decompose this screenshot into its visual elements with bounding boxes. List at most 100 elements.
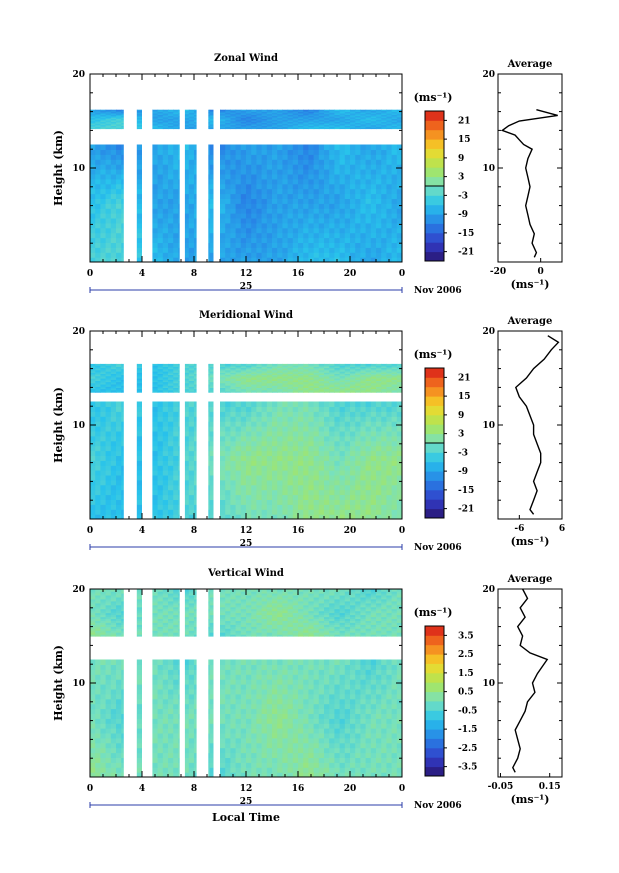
heatmap-cell	[157, 149, 164, 155]
heatmap-cell	[350, 237, 356, 243]
heatmap-cell	[235, 465, 242, 471]
heatmap-cell	[350, 123, 356, 126]
heatmap-cell	[344, 193, 351, 199]
heatmap-cell	[318, 479, 325, 486]
heatmap-cell	[360, 252, 367, 258]
heatmap-cell	[324, 479, 330, 486]
heatmap-cell	[381, 426, 387, 432]
heatmap-cell	[225, 111, 231, 113]
heatmap-cell	[292, 450, 299, 456]
heatmap-cell	[287, 489, 294, 496]
heatmap-cell	[292, 154, 299, 160]
heatmap-cell	[355, 390, 361, 393]
heatmap-cell	[334, 440, 341, 447]
heatmap-cell	[277, 406, 283, 412]
heatmap-cell	[277, 388, 283, 391]
heatmap-cell	[183, 460, 190, 466]
heatmap-cell	[308, 401, 315, 407]
heatmap-cell	[386, 450, 393, 456]
heatmap-cell	[230, 381, 237, 384]
heatmap-cell	[90, 494, 96, 500]
heatmap-cell	[277, 173, 283, 180]
heatmap-cell	[235, 114, 242, 116]
heatmap-cell	[370, 489, 377, 496]
heatmap-cell	[261, 504, 268, 510]
heatmap-cell	[168, 450, 174, 456]
heatmap-cell	[287, 252, 294, 258]
heatmap-cell	[256, 124, 263, 126]
heatmap-cell	[303, 390, 309, 393]
heatmap-cell	[360, 455, 367, 461]
heatmap-cell	[313, 123, 320, 126]
heatmap-cell	[324, 460, 330, 466]
heatmap-cell	[344, 388, 351, 391]
heatmap-cell	[292, 193, 299, 199]
heatmap-cell	[308, 159, 315, 165]
heatmap-cell	[334, 173, 341, 180]
heatmap-cell	[162, 198, 169, 204]
heatmap-cell	[308, 426, 315, 432]
heatmap-cell	[287, 460, 294, 466]
heatmap-cell	[360, 154, 367, 160]
heatmap-cell	[386, 426, 393, 432]
heatmap-cell	[277, 183, 283, 190]
heatmap-cell	[116, 494, 122, 500]
heatmap-cell	[246, 385, 252, 387]
heatmap-cell	[220, 110, 226, 112]
heatmap-cell	[298, 124, 304, 126]
heatmap-cell	[381, 257, 387, 262]
heatmap-cell	[95, 440, 101, 447]
heatmap-cell	[209, 111, 216, 113]
heatmap-cell	[220, 117, 226, 119]
heatmap-cell	[246, 112, 252, 114]
heatmap-cell	[95, 494, 101, 500]
heatmap-cell	[90, 122, 96, 124]
heatmap-cell	[90, 421, 96, 427]
heatmap-cell	[339, 114, 346, 116]
heatmap-cell	[100, 203, 107, 209]
heatmap-cell	[365, 169, 372, 175]
heatmap-cell	[381, 116, 387, 119]
heatmap-cell	[168, 164, 174, 170]
heatmap-cell	[168, 222, 174, 229]
heatmap-cell	[303, 489, 309, 496]
heatmap-cell	[292, 388, 299, 391]
heatmap-cell	[339, 388, 346, 391]
heatmap-cell	[173, 119, 179, 122]
heatmap-cell	[251, 401, 257, 407]
heatmap-cell	[350, 247, 356, 253]
heatmap-cell	[308, 164, 315, 170]
heatmap-cell	[188, 426, 195, 432]
heatmap-cell	[136, 183, 143, 190]
heatmap-cell	[90, 514, 96, 519]
heatmap-cell	[272, 389, 278, 392]
heatmap-cell	[173, 237, 179, 243]
heatmap-cell	[110, 388, 117, 391]
heatmap-cell	[339, 169, 346, 175]
heatmap-cell	[344, 484, 351, 491]
heatmap-cell	[209, 426, 216, 432]
heatmap-cell	[344, 198, 351, 204]
heatmap-field	[90, 74, 402, 262]
heatmap-cell	[350, 208, 356, 214]
heatmap-cell	[110, 499, 117, 505]
heatmap-cell	[318, 252, 325, 258]
heatmap-cell	[298, 208, 304, 214]
heatmap-cell	[282, 465, 289, 471]
heatmap-cell	[116, 247, 122, 253]
heatmap-cell	[95, 125, 101, 127]
heatmap-cell	[370, 509, 377, 515]
heatmap-cell	[334, 222, 341, 229]
heatmap-cell	[365, 440, 372, 447]
heatmap-cell	[188, 112, 195, 114]
heatmap-cell	[95, 416, 101, 422]
heatmap-cell	[225, 112, 231, 114]
heatmap-cell	[110, 121, 117, 123]
heatmap-cell	[272, 383, 278, 386]
heatmap-cell	[313, 411, 320, 417]
heatmap-cell	[116, 455, 122, 461]
heatmap-cell	[396, 470, 402, 476]
heatmap-cell	[235, 112, 242, 114]
heatmap-cell	[318, 382, 325, 385]
heatmap-cell	[246, 127, 252, 129]
